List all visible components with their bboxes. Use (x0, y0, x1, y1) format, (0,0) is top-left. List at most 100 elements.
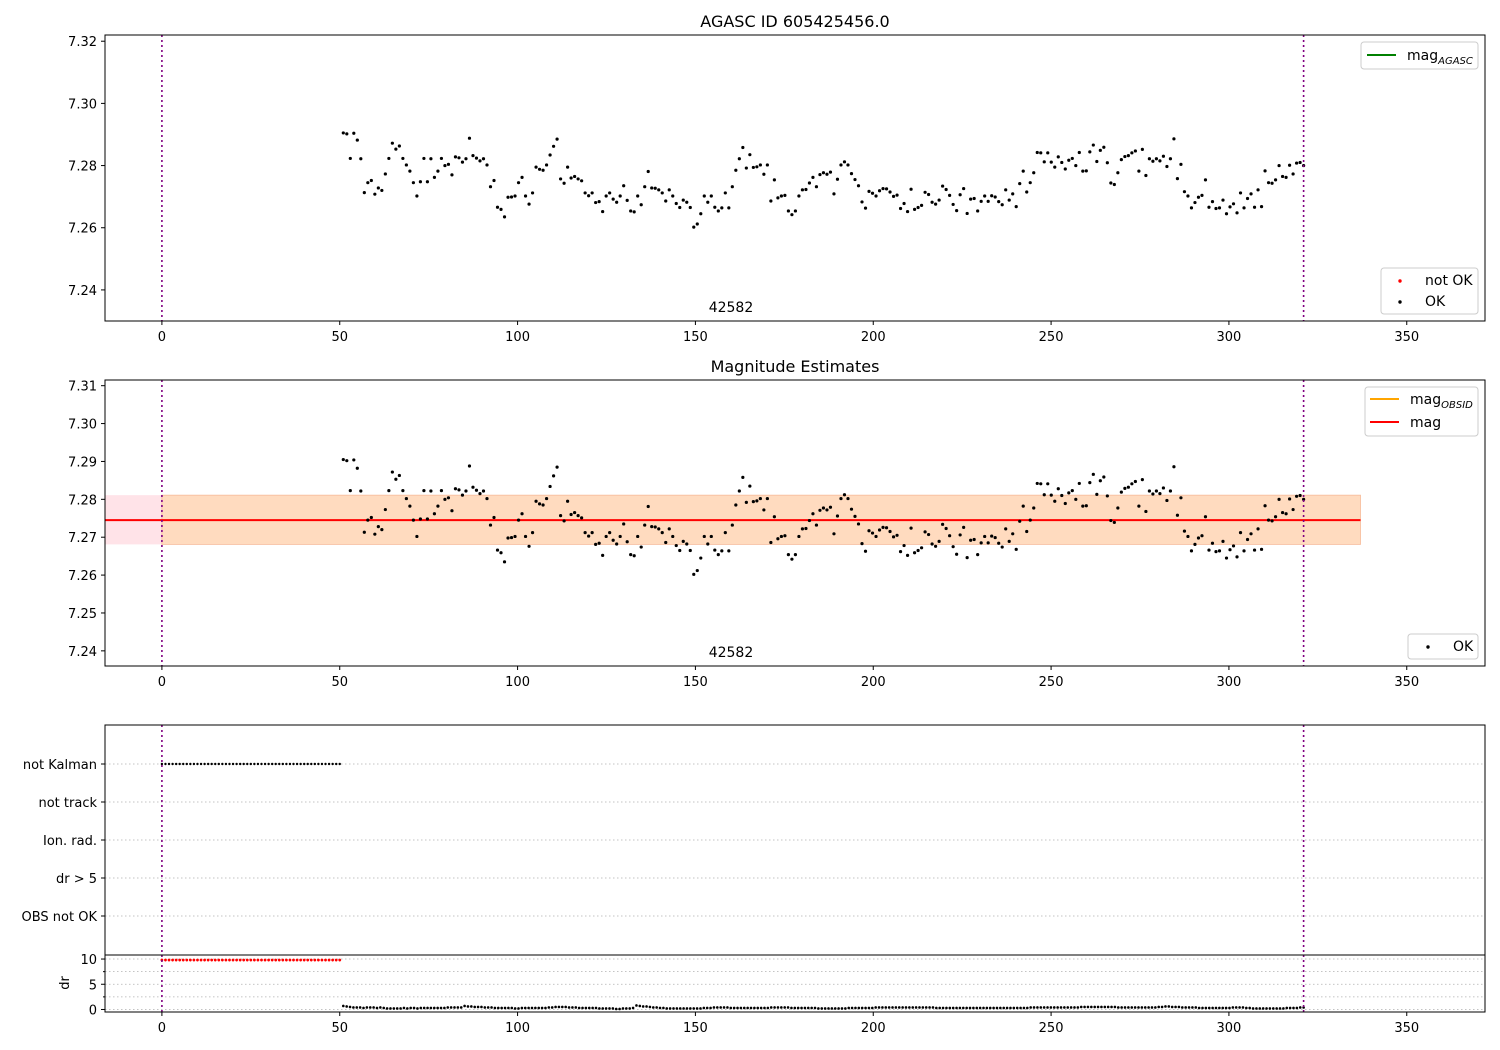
data-point (509, 195, 514, 199)
data-point (713, 548, 717, 552)
dr-point (1113, 1005, 1117, 1009)
data-point (1123, 154, 1127, 159)
dr-point (726, 1006, 729, 1009)
data-point (905, 553, 910, 557)
flag-point (164, 762, 167, 766)
dr-point (500, 1006, 503, 1010)
data-point (923, 530, 927, 534)
data-point (485, 496, 489, 501)
dr-point (1298, 1006, 1302, 1009)
data-point (499, 551, 503, 555)
dr-point (1123, 1006, 1127, 1009)
data-point (1144, 509, 1148, 514)
flag-point (189, 762, 192, 766)
data-point (884, 187, 889, 191)
data-point (569, 176, 573, 180)
data-point (863, 549, 868, 553)
data-point (1074, 163, 1078, 168)
data-point (362, 191, 366, 195)
data-point (965, 211, 969, 216)
data-point (1179, 496, 1183, 500)
dr-point (645, 1005, 648, 1008)
data-point (1014, 547, 1018, 551)
x-axis-tick-label: 300 (1217, 330, 1242, 345)
panel-agasc: AGASC ID 605425456.0 0 50 100 150 200 250 300 3… (68, 12, 1486, 345)
dr-bad-point (174, 958, 178, 962)
data-point (997, 541, 1001, 545)
dr-point (776, 1006, 780, 1009)
data-point (955, 209, 959, 213)
data-point (762, 508, 766, 512)
dr-bad-point (249, 958, 253, 962)
data-point (376, 186, 380, 190)
dr-bad-point (185, 958, 189, 962)
data-point (608, 531, 612, 535)
dr-point (345, 1005, 348, 1008)
dr-point (635, 1004, 638, 1007)
data-point (716, 553, 720, 557)
dr-point (591, 1006, 594, 1010)
dr-point (958, 1006, 962, 1010)
dr-bad-point (295, 958, 299, 962)
dr-point (412, 1006, 416, 1010)
dr-bad-point (164, 958, 167, 962)
flag-label: OBS not OK (22, 910, 98, 925)
dr-point (520, 1006, 524, 1010)
data-point (467, 464, 472, 468)
data-point (1011, 192, 1015, 196)
flag-point (320, 762, 324, 766)
data-point (373, 532, 377, 536)
dr-bad-point (171, 958, 174, 962)
data-point (341, 457, 345, 462)
data-point (1266, 518, 1271, 522)
data-point (1175, 513, 1180, 517)
data-point (839, 163, 843, 167)
dr-point (1039, 1006, 1043, 1009)
data-point (1207, 548, 1211, 552)
dr-point (1056, 1006, 1059, 1009)
data-point (446, 162, 451, 166)
data-point (772, 515, 776, 519)
dr-point (1224, 1006, 1228, 1010)
data-point (362, 530, 366, 534)
dr-point (1046, 1006, 1049, 1009)
data-point (1291, 172, 1295, 176)
data-point (1172, 465, 1176, 469)
y-axis-tick-label: 7.32 (68, 35, 97, 50)
dr-point (1194, 1006, 1198, 1009)
dr-point (830, 1007, 834, 1010)
data-point (432, 175, 437, 179)
data-point (516, 518, 521, 522)
data-point (972, 537, 976, 542)
dr-point (1063, 1006, 1066, 1009)
dr-point (1191, 1006, 1194, 1009)
data-point (622, 522, 626, 526)
data-point (1053, 499, 1057, 503)
data-point (1067, 491, 1071, 495)
data-point (1098, 479, 1102, 483)
flag-point (263, 762, 267, 766)
data-point (604, 534, 608, 539)
data-point (811, 175, 815, 179)
data-point (1140, 147, 1144, 151)
dr-point (621, 1007, 625, 1010)
dr-point (783, 1006, 787, 1009)
dr-point (1029, 1006, 1032, 1009)
dr-point (968, 1006, 972, 1010)
data-point (765, 496, 769, 501)
dr-point (749, 1006, 753, 1010)
dr-point (921, 1006, 925, 1009)
dr-point (1130, 1006, 1134, 1009)
dr-point (365, 1006, 369, 1009)
legend-ok-marker (1398, 300, 1402, 304)
dr-point (817, 1007, 820, 1010)
dr-point (453, 1006, 456, 1009)
data-point (380, 188, 384, 193)
data-point (734, 503, 738, 507)
data-point (471, 154, 475, 158)
dr-point (1160, 1005, 1164, 1009)
flag-label: dr > 5 (56, 872, 97, 887)
data-point (706, 200, 710, 204)
data-point (1130, 151, 1134, 155)
dr-point (496, 1006, 500, 1010)
